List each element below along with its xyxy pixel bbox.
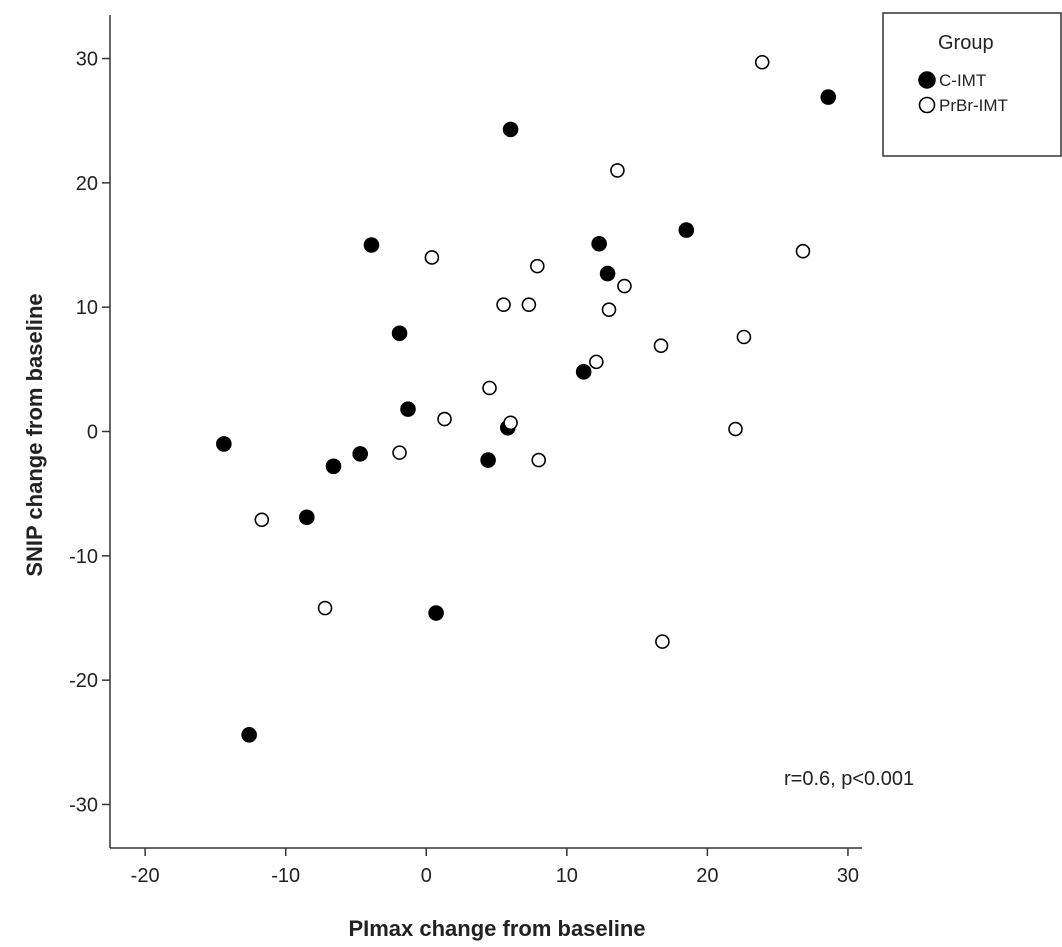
point-c-imt (575, 364, 592, 380)
y-tick-label: 20 (76, 173, 98, 195)
point-c-imt (502, 121, 519, 138)
legend-label-c-imt: C-IMT (939, 71, 986, 90)
x-tick-label: 10 (556, 865, 578, 887)
legend-label-prbr-imt: PrBr-IMT (939, 96, 1008, 115)
point-c-imt (820, 89, 837, 105)
y-axis-title: SNIP change from baseline (22, 293, 47, 576)
point-prbr-imt (521, 297, 537, 312)
correlation-annotation: r=0.6, p<0.001 (784, 768, 914, 790)
x-tick-label: 30 (837, 865, 859, 887)
point-c-imt (428, 605, 444, 621)
point-c-imt (480, 452, 496, 468)
point-prbr-imt (437, 411, 452, 427)
point-c-imt (298, 509, 315, 526)
point-prbr-imt (736, 329, 752, 345)
point-prbr-imt (531, 452, 547, 468)
point-prbr-imt (728, 421, 743, 437)
point-c-imt (363, 237, 380, 253)
legend-marker-c-imt (918, 71, 936, 89)
point-prbr-imt (655, 634, 670, 649)
point-c-imt (352, 446, 368, 462)
y-tick-label: -20 (69, 670, 98, 692)
y-tick-label: 10 (76, 297, 98, 319)
point-prbr-imt (795, 243, 811, 259)
point-c-imt (391, 325, 408, 342)
point-prbr-imt (617, 278, 632, 294)
point-c-imt (241, 727, 257, 743)
legend-box (882, 12, 1062, 157)
point-prbr-imt (392, 445, 407, 460)
point-c-imt (599, 265, 616, 282)
point-prbr-imt (610, 163, 625, 178)
x-tick-label: 20 (696, 865, 718, 887)
point-c-imt (400, 401, 416, 417)
legend-title: Group (938, 32, 994, 54)
y-tick-label: -10 (69, 546, 98, 568)
point-prbr-imt (496, 297, 511, 312)
x-tick-label: -10 (271, 865, 300, 887)
y-tick-label: -30 (69, 794, 98, 816)
point-c-imt (216, 436, 232, 452)
point-prbr-imt (530, 258, 545, 274)
x-axis-title: PImax change from baseline (348, 916, 645, 941)
point-prbr-imt (482, 380, 497, 396)
y-tick-label: 30 (76, 49, 98, 71)
y-tick-label: 0 (87, 422, 98, 444)
point-prbr-imt (254, 512, 270, 528)
point-prbr-imt (424, 250, 440, 265)
point-prbr-imt (754, 54, 770, 70)
legend-marker-prbr-imt (918, 96, 936, 114)
x-tick-label: -20 (131, 865, 160, 887)
point-prbr-imt (601, 302, 617, 317)
point-prbr-imt (317, 600, 333, 616)
point-prbr-imt (589, 354, 604, 370)
x-tick-label: 0 (421, 865, 432, 887)
point-c-imt (325, 458, 342, 475)
point-c-imt (591, 235, 607, 252)
axes: 30 20 10 0 -10 -20 -30 -20 -10 0 10 20 30 (69, 15, 862, 887)
point-prbr-imt (653, 338, 669, 354)
legend: Group C-IMT PrBr-IMT (882, 12, 1062, 157)
data-points (216, 54, 837, 743)
point-prbr-imt (503, 415, 518, 431)
point-c-imt (678, 222, 695, 238)
